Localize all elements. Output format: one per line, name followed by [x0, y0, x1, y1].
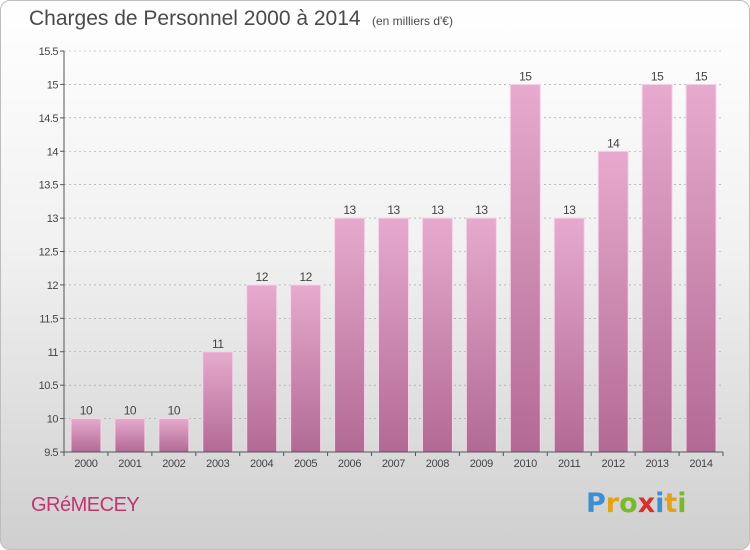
y-tick-label: 10.5: [39, 380, 59, 392]
y-tick-label: 11.5: [39, 313, 58, 325]
y-tick-label: 9.5: [44, 447, 58, 459]
bar-value-label: 12: [299, 270, 312, 284]
bars: [70, 83, 717, 453]
bar-value-label: 15: [695, 69, 708, 83]
x-tick-label: 2005: [294, 458, 317, 470]
logo-letter: P: [586, 488, 606, 519]
x-tick-label: 2009: [470, 458, 493, 470]
bar-value-label: 15: [519, 69, 532, 83]
y-tick-label: 12.5: [39, 247, 59, 259]
logo-letter: x: [637, 488, 656, 519]
proxiti-logo: Proxiti: [586, 488, 687, 519]
bar: [114, 418, 146, 453]
bar: [421, 217, 453, 453]
logo-letter: i: [655, 488, 665, 519]
bar-value-label: 14: [607, 136, 620, 150]
bar-value-label: 13: [387, 203, 400, 217]
bar: [685, 83, 717, 453]
x-tick-label: 2001: [118, 458, 141, 470]
x-tick-label: 2007: [382, 458, 405, 470]
bar-value-label: 13: [343, 203, 356, 217]
x-tick-label: 2014: [689, 458, 712, 470]
bar: [641, 83, 673, 453]
x-tick-label: 2004: [250, 458, 273, 470]
x-tick-label: 2013: [645, 458, 668, 470]
y-tick-label: 12: [47, 280, 59, 292]
x-tick-label: 2000: [74, 458, 97, 470]
bar: [509, 83, 541, 453]
bar: [290, 284, 322, 453]
bar-value-label: 13: [563, 203, 576, 217]
chart-title: Charges de Personnel 2000 à 2014: [29, 7, 361, 30]
bar: [246, 284, 278, 453]
bar-value-label: 15: [651, 69, 664, 83]
y-tick-label: 10: [47, 414, 59, 426]
bar: [202, 351, 234, 453]
bar: [158, 418, 190, 453]
bar: [597, 150, 629, 453]
bar-value-label: 12: [256, 270, 269, 284]
x-tick-label: 2012: [602, 458, 625, 470]
logo-letter: o: [619, 488, 638, 519]
bar-value-label: 13: [431, 203, 444, 217]
y-tick-label: 14: [47, 146, 59, 158]
bar: [465, 217, 497, 453]
logo-letter: i: [677, 488, 687, 519]
bar: [553, 217, 585, 453]
x-tick-label: 2008: [426, 458, 449, 470]
y-tick-label: 15.5: [39, 46, 59, 58]
axes: [60, 50, 724, 456]
commune-name: GRéMECEY: [31, 494, 140, 516]
bar-value-label: 10: [124, 404, 137, 418]
bar: [70, 418, 102, 453]
x-tick-label: 2006: [338, 458, 361, 470]
chart-subtitle: (en milliers d'€): [372, 14, 453, 28]
bar-value-label: 10: [168, 404, 181, 418]
x-tick-label: 2003: [206, 458, 229, 470]
bar: [334, 217, 366, 453]
y-tick-label: 13: [47, 213, 59, 225]
y-tick-label: 11: [48, 347, 59, 359]
x-tick-label: 2011: [558, 458, 581, 470]
logo-letter: t: [664, 488, 678, 519]
y-tick-label: 14.5: [39, 113, 59, 125]
y-tick-label: 13.5: [39, 180, 59, 192]
logo-letter: r: [605, 488, 620, 519]
bar-value-label: 13: [475, 203, 488, 217]
bar-value-label: 10: [80, 404, 93, 418]
bar-value-label: 11: [212, 337, 224, 351]
x-tick-label: 2010: [514, 458, 537, 470]
labels: 9.5 10 10.5 11 11.5 12 12.5 13 13.5 14 14.5 15 15.5 1…: [39, 46, 714, 470]
bar: [378, 217, 409, 453]
y-tick-label: 15: [47, 79, 59, 91]
x-tick-label: 2002: [162, 458, 185, 470]
